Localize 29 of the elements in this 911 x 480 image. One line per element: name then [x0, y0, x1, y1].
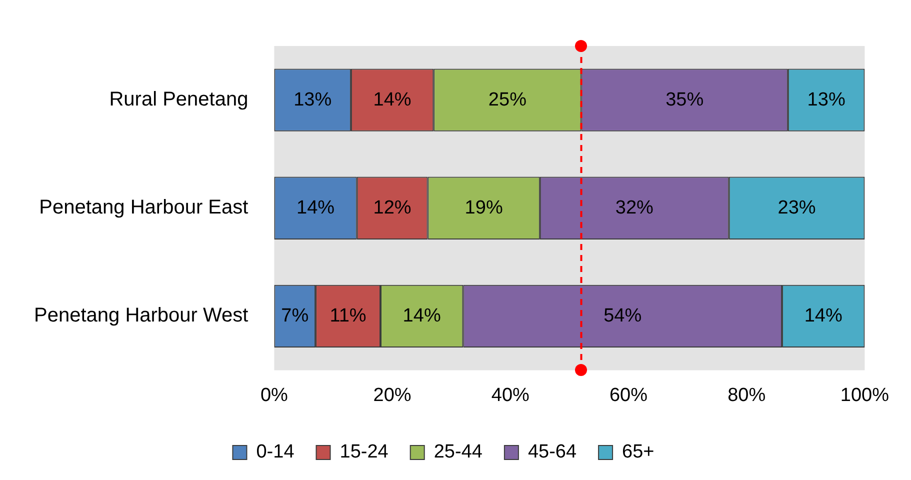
legend-label: 45-64	[528, 442, 577, 463]
x-tick-label: 100%	[840, 384, 890, 406]
data-label: 35%	[666, 89, 704, 110]
data-label: 19%	[464, 197, 503, 218]
data-label: 13%	[807, 89, 846, 110]
x-tick-label: 40%	[491, 384, 530, 406]
legend-label: 65+	[622, 442, 654, 463]
x-tick-label: 60%	[609, 384, 648, 406]
data-label: 7%	[281, 305, 309, 326]
legend-label: 0-14	[256, 442, 295, 463]
data-label: 14%	[804, 305, 842, 326]
data-label: 23%	[778, 197, 816, 218]
y-tick-label: Penetang Harbour East	[39, 196, 249, 219]
y-tick-label: Penetang Harbour West	[34, 304, 249, 327]
x-tick-label: 20%	[373, 384, 412, 406]
data-label: 11%	[330, 305, 366, 326]
legend-label: 15-24	[340, 442, 389, 463]
y-tick-label: Rural Penetang	[109, 88, 248, 111]
data-label: 32%	[615, 197, 654, 218]
data-label: 14%	[373, 89, 412, 110]
data-label: 13%	[294, 89, 332, 110]
legend-label: 25-44	[434, 442, 483, 463]
x-tick-label: 80%	[728, 384, 766, 406]
x-tick-label: 0%	[260, 384, 288, 406]
data-label: 54%	[604, 305, 642, 326]
data-label: 14%	[402, 305, 441, 326]
data-label: 14%	[296, 197, 335, 218]
data-label: 25%	[488, 89, 527, 110]
data-label: 12%	[373, 197, 412, 218]
